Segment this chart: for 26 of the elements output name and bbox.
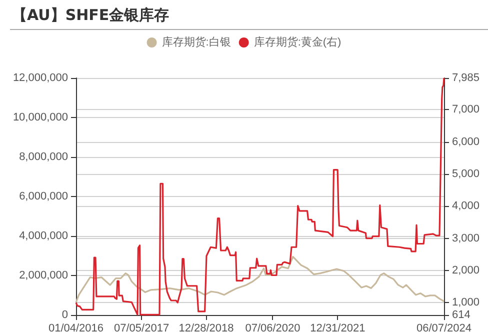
y2-tick-label: 614 bbox=[452, 309, 470, 321]
y2-tick-label: 2,000 bbox=[452, 264, 480, 276]
y-tick-label: 4,000,000 bbox=[19, 230, 68, 242]
y-tick-label: 0 bbox=[62, 309, 68, 321]
x-tick-label: 07/06/2020 bbox=[245, 322, 300, 334]
x-tick-label: 12/31/2021 bbox=[310, 322, 366, 334]
y2-tick-label: 5,000 bbox=[452, 168, 480, 180]
y-tick-label: 12,000,000 bbox=[12, 72, 68, 84]
line-series bbox=[75, 256, 445, 304]
y-tick-label: 2,000,000 bbox=[19, 270, 68, 282]
y-tick-label: 6,000,000 bbox=[19, 190, 68, 202]
y2-tick-label: 7,985 bbox=[452, 72, 480, 84]
legend-label: 库存期货:黄金(右) bbox=[254, 36, 342, 48]
x-tick-label: 07/05/2017 bbox=[114, 322, 170, 334]
y-tick-label: 8,000,000 bbox=[19, 151, 68, 163]
x-tick-label: 12/28/2018 bbox=[178, 322, 234, 334]
y-tick-label: 10,000,000 bbox=[12, 112, 68, 124]
legend-label: 库存期货:白银 bbox=[162, 36, 231, 48]
x-tick-label: 01/04/2016 bbox=[48, 322, 104, 334]
y2-tick-label: 3,000 bbox=[452, 232, 480, 244]
y2-tick-label: 7,000 bbox=[452, 104, 480, 116]
chart-title: 【AU】SHFE金银库存 bbox=[12, 6, 170, 25]
y2-tick-label: 4,000 bbox=[452, 200, 480, 212]
y2-tick-label: 6,000 bbox=[452, 136, 480, 148]
y2-tick-label: 1,000 bbox=[452, 296, 480, 309]
x-tick-label: 06/07/2024 bbox=[416, 322, 472, 334]
